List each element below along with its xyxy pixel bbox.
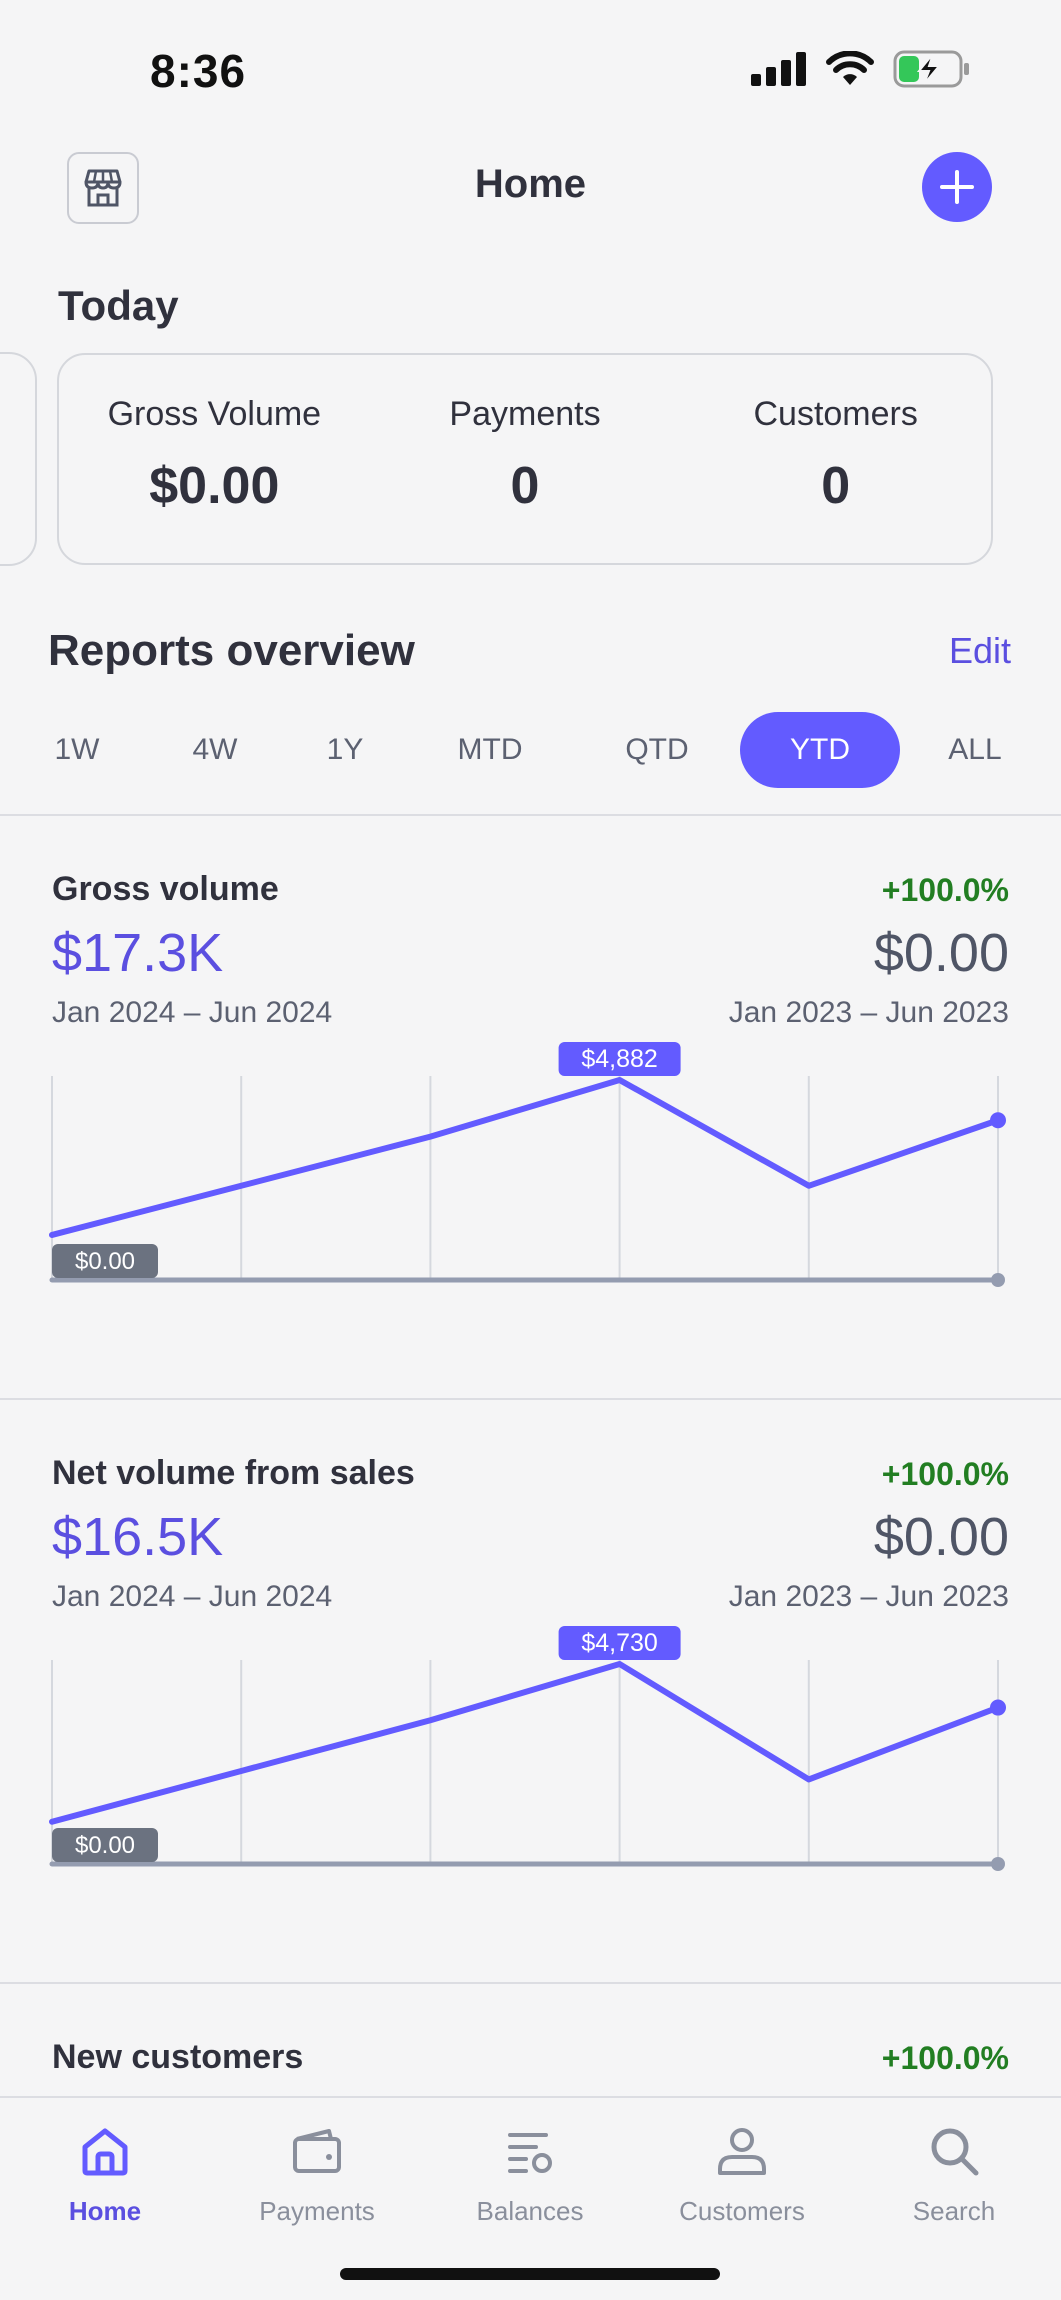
person-icon	[718, 2128, 766, 2175]
stat-value: 0	[510, 457, 540, 515]
metric-range: Jan 2024 – Jun 2024	[52, 1580, 333, 1613]
baseline-label: $0.00	[75, 1248, 135, 1275]
peak-label: $4,882	[581, 1045, 657, 1073]
tab-label: Payments	[259, 2196, 375, 2226]
stat-label: Payments	[449, 395, 601, 433]
net-volume-chart[interactable]: $4,730 $0.00	[0, 1624, 1061, 1914]
status-icons	[751, 50, 971, 88]
metric-title: New customers	[52, 2038, 304, 2076]
series-current-period-endpoint	[990, 1699, 1006, 1716]
add-button[interactable]	[922, 152, 992, 222]
metric-new-customers[interactable]: New customers +100.0%	[0, 2038, 1061, 2096]
series-current-period-endpoint	[990, 1112, 1006, 1129]
peak-label-background	[558, 1626, 681, 1660]
section-divider	[0, 1398, 1061, 1400]
metric-gross-volume[interactable]: Gross volume +100.0% $17.3K $0.00 Jan 20…	[0, 870, 1061, 1430]
status-time: 8:36	[150, 45, 247, 97]
metric-value: $17.3K	[52, 923, 224, 983]
search-icon	[931, 2128, 979, 2176]
tab-customers[interactable]: Customers	[657, 2116, 827, 2227]
range-tab-1w[interactable]: 1W	[54, 733, 100, 766]
metric-previous-value: $0.00	[873, 923, 1009, 983]
plus-icon	[940, 170, 974, 204]
metric-change: +100.0%	[881, 872, 1009, 908]
range-tabs: 1W 4W 1Y MTD QTD YTD ALL	[0, 712, 1061, 788]
peak-label: $4,730	[581, 1629, 657, 1657]
wifi-icon	[826, 51, 874, 85]
today-stat-customers: Customers 0	[680, 355, 991, 563]
series-previous-period-endpoint	[991, 1857, 1005, 1871]
metric-value: $16.5K	[52, 1507, 224, 1567]
metric-change: +100.0%	[881, 2040, 1009, 2076]
metric-previous-value: $0.00	[873, 1507, 1009, 1567]
tab-home[interactable]: Home	[20, 2116, 190, 2227]
tab-label: Balances	[476, 2196, 584, 2226]
metric-range: Jan 2024 – Jun 2024	[52, 996, 333, 1029]
gross-volume-chart[interactable]: $4,882 $0.00	[0, 1040, 1061, 1330]
header: Home	[0, 140, 1061, 235]
baseline-label-background	[52, 1244, 158, 1278]
cellular-signal-icon	[751, 52, 806, 86]
tab-balances[interactable]: Balances	[445, 2116, 615, 2227]
edit-button[interactable]: Edit	[948, 630, 1011, 671]
tab-label: Customers	[679, 2196, 805, 2226]
series-current-period-line	[49, 1077, 1001, 1238]
home-indicator	[340, 2268, 720, 2280]
metric-previous-range: Jan 2023 – Jun 2023	[728, 996, 1009, 1029]
today-stat-gross-volume: Gross Volume $0.00	[59, 355, 370, 563]
status-bar: 8:36	[0, 0, 1061, 140]
section-divider	[0, 814, 1061, 816]
tab-bar: Home Payments Balances Customers	[0, 2096, 1061, 2300]
stat-label: Gross Volume	[107, 395, 322, 433]
balances-icon	[508, 2133, 552, 2173]
today-title: Today	[58, 282, 179, 329]
peak-label-background	[558, 1042, 681, 1076]
series-current-period-line	[49, 1661, 1001, 1825]
stat-label: Customers	[753, 395, 918, 433]
metric-title: Gross volume	[52, 870, 279, 908]
section-divider	[0, 1982, 1061, 1984]
previous-day-card[interactable]	[0, 352, 37, 566]
store-button[interactable]	[67, 152, 139, 224]
range-tab-qtd[interactable]: QTD	[625, 733, 689, 766]
baseline-label-background	[52, 1828, 158, 1862]
tab-label: Search	[912, 2196, 996, 2226]
reports-title: Reports overview	[48, 626, 415, 675]
range-tab-mtd[interactable]: MTD	[457, 733, 523, 766]
metric-title: Net volume from sales	[52, 1454, 415, 1492]
metric-net-volume[interactable]: Net volume from sales +100.0% $16.5K $0.…	[0, 1454, 1061, 2014]
wallet-icon	[293, 2129, 341, 2173]
home-icon	[82, 2128, 128, 2176]
stat-value: 0	[821, 457, 851, 515]
baseline-label: $0.00	[75, 1832, 135, 1859]
tab-search[interactable]: Search	[869, 2116, 1039, 2227]
metric-previous-range: Jan 2023 – Jun 2023	[728, 1580, 1009, 1613]
range-tab-all[interactable]: ALL	[948, 733, 1002, 766]
stat-value: $0.00	[149, 457, 280, 515]
tab-label: Home	[68, 2196, 142, 2226]
today-card[interactable]: Gross Volume $0.00 Payments 0 Customers …	[57, 353, 993, 565]
storefront-icon	[84, 169, 122, 207]
page-title: Home	[474, 162, 587, 206]
range-tab-4w[interactable]: 4W	[192, 733, 238, 766]
range-tab-ytd[interactable]: YTD	[740, 712, 900, 788]
today-stat-payments: Payments 0	[370, 355, 681, 563]
metric-change: +100.0%	[881, 1456, 1009, 1492]
tab-payments[interactable]: Payments	[232, 2116, 402, 2227]
range-tab-1y[interactable]: 1Y	[326, 733, 364, 766]
battery-charging-icon	[893, 50, 969, 88]
series-previous-period-endpoint	[991, 1273, 1005, 1287]
